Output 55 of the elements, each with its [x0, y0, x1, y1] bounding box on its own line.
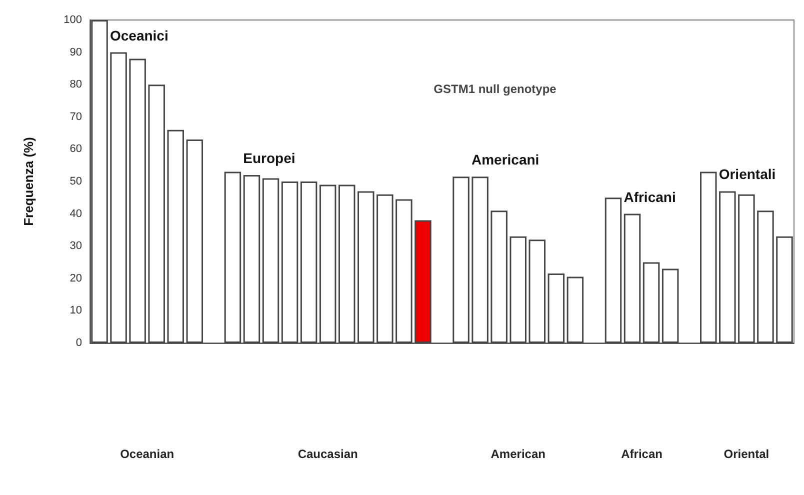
text: African [621, 447, 662, 461]
text: Caucasian [298, 447, 358, 461]
annotation: Africani [624, 188, 676, 205]
bar [262, 178, 280, 343]
bar [167, 130, 184, 343]
bar [490, 210, 508, 343]
bar [110, 52, 127, 343]
bar [528, 240, 546, 343]
annotation: Orientali [718, 166, 776, 182]
y-tick-label: 0 [76, 337, 82, 349]
bar [281, 182, 298, 343]
bar [757, 210, 774, 343]
bar [396, 199, 412, 343]
bar [510, 236, 526, 343]
bar [719, 191, 736, 343]
y-tick-label: 90 [70, 46, 82, 58]
bar [624, 214, 641, 343]
annotation: Americani [471, 152, 540, 168]
y-tick-label: 40 [70, 208, 82, 220]
text: Oceanian [120, 447, 174, 461]
y-tick-label: 30 [70, 240, 82, 252]
y-tick-label: 100 [64, 14, 82, 26]
bar [642, 262, 660, 343]
bar [472, 176, 488, 343]
bar [148, 84, 165, 343]
annotation: Oceanici [110, 27, 168, 44]
y-tick-label: 50 [70, 176, 82, 188]
bar [300, 182, 318, 343]
y-axis-title: Frequenza (%) [21, 137, 36, 226]
bar [224, 172, 242, 343]
bar [358, 191, 374, 343]
bar [319, 184, 336, 343]
bar [566, 276, 584, 343]
bar [662, 268, 679, 343]
bar [548, 274, 565, 343]
bar [738, 194, 755, 343]
bar [376, 194, 394, 343]
bar [604, 198, 622, 343]
bar [129, 58, 146, 343]
y-tick-label: 10 [70, 304, 82, 317]
y-tick-label: 20 [70, 272, 82, 284]
y-tick-label: 70 [70, 110, 82, 123]
bar [452, 176, 470, 343]
text: GSTM1 null genotype [434, 82, 557, 96]
bar [414, 220, 432, 343]
text: American [490, 447, 546, 461]
bar [700, 172, 717, 343]
y-tick-label: 80 [70, 78, 82, 91]
y-tick-label: 60 [70, 143, 82, 156]
bar [186, 140, 204, 343]
annotation: Europei [243, 150, 296, 166]
bar [338, 184, 356, 343]
bar [243, 175, 260, 343]
text: Oriental [724, 447, 770, 461]
bar [776, 236, 793, 343]
